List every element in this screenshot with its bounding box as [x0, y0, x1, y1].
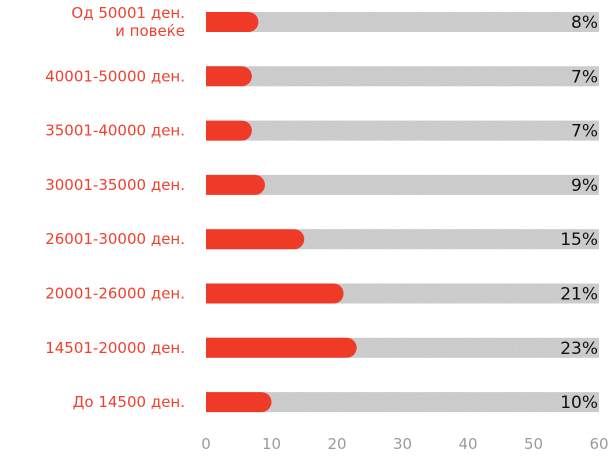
- x-tick-label: 30: [393, 435, 412, 453]
- category-label-line: 30001-35000 ден.: [45, 176, 185, 194]
- bar: [206, 229, 305, 250]
- bar: [206, 174, 265, 195]
- category-label: 20001-26000 ден.: [45, 285, 185, 303]
- category-label-line: До 14500 ден.: [73, 393, 185, 411]
- bar-row: Од 50001 ден. и повеќе 8%: [71, 4, 599, 40]
- category-label: Од 50001 ден. и повеќе: [71, 4, 185, 40]
- category-label-line: 26001-30000 ден.: [45, 230, 185, 248]
- bar-track: [206, 12, 599, 32]
- category-label: До 14500 ден.: [73, 393, 185, 411]
- bar-row: 26001-30000 ден. 15%: [45, 229, 599, 250]
- category-label: 26001-30000 ден.: [45, 230, 185, 248]
- x-tick-label: 20: [327, 435, 346, 453]
- bar: [206, 12, 259, 32]
- category-label-line: 40001-50000 ден.: [45, 67, 185, 85]
- bar: [206, 66, 252, 87]
- bar-row: 20001-26000 ден. 21%: [45, 283, 599, 305]
- bar: [206, 283, 344, 304]
- category-label-line: 14501-20000 ден.: [45, 339, 185, 357]
- value-label: 8%: [571, 13, 598, 33]
- category-label: 40001-50000 ден.: [45, 67, 185, 85]
- bar-row: 30001-35000 ден. 9%: [45, 174, 599, 196]
- value-label: 23%: [560, 339, 598, 359]
- value-label: 21%: [560, 285, 598, 305]
- bar-row: 35001-40000 ден. 7%: [45, 120, 599, 142]
- bar: [206, 120, 252, 141]
- category-label: 35001-40000 ден.: [45, 122, 185, 140]
- chart-rows: Од 50001 ден. и повеќе 8% 40001-50000 ден. 7…: [45, 4, 599, 413]
- category-label-line: и повеќе: [115, 22, 185, 40]
- x-tick-label: 40: [458, 435, 477, 453]
- bar-track: [206, 392, 599, 413]
- category-label-line: Од 50001 ден.: [71, 4, 185, 22]
- bar: [206, 392, 272, 413]
- category-label: 30001-35000 ден.: [45, 176, 185, 194]
- x-axis: 0 10 20 30 40 50 60: [201, 435, 608, 453]
- bar-row: До 14500 ден. 10%: [73, 392, 599, 413]
- value-label: 7%: [571, 67, 598, 87]
- bar-track: [206, 120, 599, 141]
- category-label: 14501-20000 ден.: [45, 339, 185, 357]
- x-tick-label: 50: [524, 435, 543, 453]
- x-tick-label: 60: [589, 435, 608, 453]
- bar: [206, 337, 357, 358]
- category-label-line: 35001-40000 ден.: [45, 122, 185, 140]
- x-tick-label: 0: [201, 435, 211, 453]
- value-label: 9%: [571, 176, 598, 196]
- bar-track: [206, 229, 599, 250]
- bar-row: 14501-20000 ден. 23%: [45, 337, 599, 359]
- x-tick-label: 10: [262, 435, 281, 453]
- bar-track: [206, 66, 599, 87]
- bar-row: 40001-50000 ден. 7%: [45, 66, 599, 87]
- bar-track: [206, 174, 599, 195]
- value-label: 7%: [571, 122, 598, 142]
- category-label-line: 20001-26000 ден.: [45, 285, 185, 303]
- value-label: 10%: [560, 393, 598, 413]
- value-label: 15%: [560, 230, 598, 250]
